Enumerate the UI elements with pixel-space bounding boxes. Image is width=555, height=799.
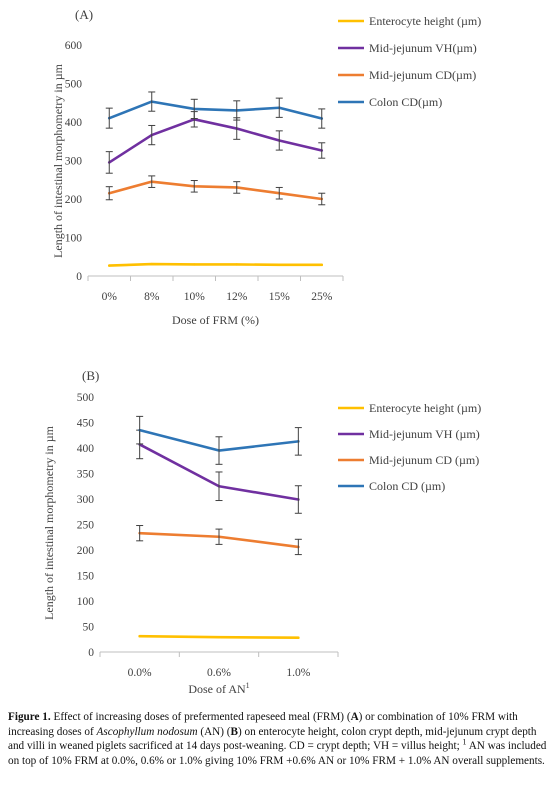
panel-a-x-axis-label-text: Dose of FRM (%) (172, 313, 259, 327)
panel-a-x-tick-label: 25% (311, 291, 333, 303)
panel-a-data-point-enterocyte (278, 263, 281, 267)
panel-a-x-tick-label: 10% (184, 291, 206, 303)
panel-b-x-tick-label: 0.0% (128, 667, 152, 679)
panel-a-y-tick-label: 300 (65, 156, 83, 168)
panel-b-y-tick-label: 300 (77, 494, 95, 506)
panel-b-y-tick-label: 450 (77, 418, 95, 430)
panel-a-x-tick-label: 15% (269, 291, 291, 303)
panel-b-data-point-enterocyte (297, 636, 300, 639)
caption-label: Figure 1. (8, 711, 51, 723)
panel-b-y-tick-label: 400 (77, 443, 95, 455)
caption-text-2: ) or combination of 10% FRM with increas… (8, 711, 518, 738)
panel-b-legend-label-cd: Mid-jejunum CD (µm) (369, 453, 479, 467)
panel-a-legend-label-enterocyte: Enterocyte height (µm) (369, 14, 481, 28)
panel-a-label: (A) (75, 7, 93, 22)
panel-b-x-axis-label: Dose of AN1 (188, 681, 249, 696)
panel-b-y-tick-label: 250 (77, 520, 95, 532)
panel-a-y-tick-label: 100 (65, 233, 83, 245)
panel-a-series-line-vh (107, 118, 324, 164)
panel-a-series-line-colon (107, 100, 324, 120)
panel-b-y-tick-label: 500 (77, 392, 95, 404)
panel-a-data-point-enterocyte (320, 263, 323, 267)
panel-a-series-line-enterocyte (107, 262, 324, 267)
panel-a-x-tick-label: 0% (102, 291, 118, 303)
panel-a-x-tick-label: 8% (144, 291, 160, 303)
caption-text-4: ) on enterocyte height, colon crypt dept… (8, 725, 537, 753)
panel-b-y-axis-label: Length of intestinal morphometry in µm (42, 425, 56, 620)
caption-panel-a-ref: A (350, 711, 359, 723)
panel-a-data-point-enterocyte (108, 264, 111, 267)
caption-text-5: AN was included on top of 10% FRM at 0.0… (8, 740, 547, 767)
panel-a-data-point-enterocyte (235, 263, 238, 266)
panel-a-legend-label-cd: Mid-jejunum CD(µm) (369, 68, 476, 82)
caption-footnote-mark: 1 (462, 737, 467, 747)
panel-a-legend-label-colon: Colon CD(µm) (369, 95, 442, 109)
panel-b-x-tick-label: 0.6% (207, 667, 231, 679)
panel-b-data-point-enterocyte (138, 634, 141, 638)
panel-b-data-point-enterocyte (217, 636, 221, 639)
panel-b-legend-label-vh: Mid-jejunum VH (µm) (369, 427, 480, 441)
panel-b-y-tick-label: 0 (88, 647, 94, 659)
panel-b-x-tick-label: 1.0% (286, 667, 310, 679)
panel-a-x-axis-label: Dose of FRM (%) (172, 313, 259, 327)
panel-b-y-tick-label: 150 (77, 571, 95, 583)
panel-a-line-chart: (A) Length of intestinal morphometry in µ… (51, 7, 481, 327)
panel-b-y-tick-label: 100 (77, 596, 95, 608)
panel-b-x-axis-label-text: Dose of AN (188, 682, 246, 696)
panel-b-legend-label-enterocyte: Enterocyte height (µm) (369, 401, 481, 415)
panel-a-y-tick-label: 200 (65, 194, 83, 206)
panel-a-y-tick-label: 600 (65, 40, 83, 52)
panel-b-y-tick-label: 50 (83, 622, 95, 634)
panel-a-y-tick-label: 400 (65, 117, 83, 129)
panel-b-legend-label-colon: Colon CD (µm) (369, 479, 445, 493)
caption-text-1: Effect of increasing doses of preferment… (50, 711, 351, 723)
panel-a-y-tick-label: 500 (65, 79, 83, 91)
caption-panel-b-ref: B (230, 725, 238, 738)
panel-b-label: (B) (82, 368, 99, 383)
panel-a-data-point-enterocyte (193, 263, 196, 266)
panel-b-x-axis-label-sup: 1 (246, 681, 250, 690)
figure-caption: Figure 1. Effect of increasing doses of … (8, 710, 548, 768)
caption-text-3: (AN) ( (197, 725, 231, 738)
panel-a-series-line-cd (107, 180, 324, 201)
panel-a-y-tick-label: 0 (76, 271, 82, 283)
panel-a-legend-label-vh: Mid-jejunum VH(µm) (369, 41, 477, 55)
panel-b-y-tick-label: 200 (77, 545, 95, 557)
panel-a-x-tick-label: 12% (226, 291, 248, 303)
panel-a-data-point-enterocyte (150, 262, 153, 266)
caption-species: Ascophyllum nodosum (96, 725, 198, 738)
panel-b-line-chart: (B) Length of intestinal morphometry in µ… (42, 368, 481, 696)
panel-a-y-axis-label: Length of intestinal morphometry in µm (51, 63, 65, 258)
panel-b-y-tick-label: 350 (77, 469, 95, 481)
